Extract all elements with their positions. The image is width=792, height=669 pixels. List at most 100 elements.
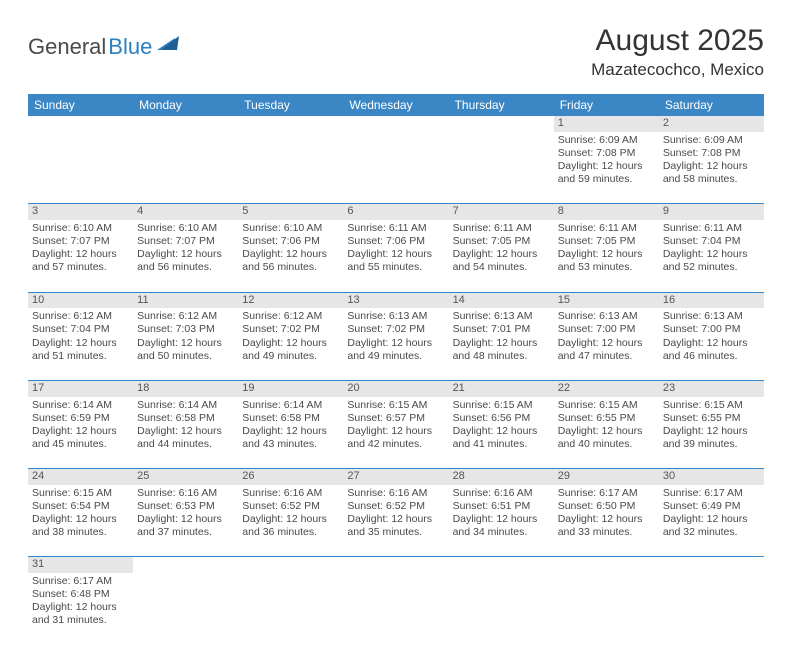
daylight-text: Daylight: 12 hours	[137, 425, 234, 438]
day-number: 2	[659, 116, 764, 132]
day-number: 24	[28, 469, 133, 485]
daylight-text: and 40 minutes.	[558, 438, 655, 451]
info-row: Sunrise: 6:12 AMSunset: 7:04 PMDaylight:…	[28, 308, 764, 380]
day-cell: Sunrise: 6:15 AMSunset: 6:57 PMDaylight:…	[343, 397, 448, 469]
sunset-text: Sunset: 6:58 PM	[137, 412, 234, 425]
daylight-text: Daylight: 12 hours	[558, 160, 655, 173]
day-cell	[659, 573, 764, 645]
day-number	[554, 557, 659, 573]
daylight-text: and 51 minutes.	[32, 350, 129, 363]
daylight-text: Daylight: 12 hours	[347, 513, 444, 526]
sunset-text: Sunset: 6:52 PM	[347, 500, 444, 513]
day-header: Friday	[554, 94, 659, 116]
daylight-text: and 50 minutes.	[137, 350, 234, 363]
day-number: 13	[343, 292, 448, 308]
daylight-text: Daylight: 12 hours	[137, 248, 234, 261]
daylight-text: and 53 minutes.	[558, 261, 655, 274]
day-cell	[28, 132, 133, 204]
daynum-row: 12	[28, 116, 764, 132]
daylight-text: Daylight: 12 hours	[137, 513, 234, 526]
day-cell: Sunrise: 6:09 AMSunset: 7:08 PMDaylight:…	[659, 132, 764, 204]
daylight-text: and 49 minutes.	[242, 350, 339, 363]
daylight-text: and 38 minutes.	[32, 526, 129, 539]
daynum-row: 10111213141516	[28, 292, 764, 308]
sunrise-text: Sunrise: 6:10 AM	[137, 222, 234, 235]
sunrise-text: Sunrise: 6:17 AM	[558, 487, 655, 500]
sunrise-text: Sunrise: 6:14 AM	[32, 399, 129, 412]
day-cell: Sunrise: 6:13 AMSunset: 7:00 PMDaylight:…	[554, 308, 659, 380]
day-number	[343, 557, 448, 573]
sunset-text: Sunset: 6:55 PM	[663, 412, 760, 425]
sunrise-text: Sunrise: 6:16 AM	[242, 487, 339, 500]
sunrise-text: Sunrise: 6:11 AM	[558, 222, 655, 235]
day-cell: Sunrise: 6:11 AMSunset: 7:05 PMDaylight:…	[554, 220, 659, 292]
daylight-text: Daylight: 12 hours	[663, 160, 760, 173]
daylight-text: Daylight: 12 hours	[347, 248, 444, 261]
day-cell: Sunrise: 6:15 AMSunset: 6:55 PMDaylight:…	[554, 397, 659, 469]
sunrise-text: Sunrise: 6:15 AM	[453, 399, 550, 412]
daylight-text: and 46 minutes.	[663, 350, 760, 363]
day-cell	[133, 573, 238, 645]
day-cell: Sunrise: 6:12 AMSunset: 7:03 PMDaylight:…	[133, 308, 238, 380]
daylight-text: and 44 minutes.	[137, 438, 234, 451]
day-number: 19	[238, 380, 343, 396]
daylight-text: Daylight: 12 hours	[663, 248, 760, 261]
daylight-text: Daylight: 12 hours	[663, 425, 760, 438]
daylight-text: and 47 minutes.	[558, 350, 655, 363]
day-number: 10	[28, 292, 133, 308]
info-row: Sunrise: 6:14 AMSunset: 6:59 PMDaylight:…	[28, 397, 764, 469]
sunset-text: Sunset: 7:06 PM	[347, 235, 444, 248]
day-cell	[238, 573, 343, 645]
day-header: Thursday	[449, 94, 554, 116]
day-cell: Sunrise: 6:17 AMSunset: 6:48 PMDaylight:…	[28, 573, 133, 645]
day-cell: Sunrise: 6:12 AMSunset: 7:04 PMDaylight:…	[28, 308, 133, 380]
daylight-text: Daylight: 12 hours	[453, 337, 550, 350]
day-number: 21	[449, 380, 554, 396]
day-cell: Sunrise: 6:16 AMSunset: 6:52 PMDaylight:…	[238, 485, 343, 557]
day-cell: Sunrise: 6:15 AMSunset: 6:56 PMDaylight:…	[449, 397, 554, 469]
sunset-text: Sunset: 7:04 PM	[663, 235, 760, 248]
day-cell: Sunrise: 6:10 AMSunset: 7:07 PMDaylight:…	[28, 220, 133, 292]
daylight-text: Daylight: 12 hours	[242, 337, 339, 350]
sunset-text: Sunset: 6:58 PM	[242, 412, 339, 425]
daylight-text: and 56 minutes.	[137, 261, 234, 274]
daylight-text: and 54 minutes.	[453, 261, 550, 274]
daylight-text: and 48 minutes.	[453, 350, 550, 363]
day-number: 17	[28, 380, 133, 396]
sunrise-text: Sunrise: 6:17 AM	[663, 487, 760, 500]
daylight-text: Daylight: 12 hours	[242, 513, 339, 526]
day-cell	[449, 132, 554, 204]
day-cell: Sunrise: 6:10 AMSunset: 7:06 PMDaylight:…	[238, 220, 343, 292]
day-number	[343, 116, 448, 132]
day-number	[28, 116, 133, 132]
daylight-text: Daylight: 12 hours	[137, 337, 234, 350]
info-row: Sunrise: 6:10 AMSunset: 7:07 PMDaylight:…	[28, 220, 764, 292]
sunset-text: Sunset: 7:08 PM	[663, 147, 760, 160]
sunrise-text: Sunrise: 6:15 AM	[558, 399, 655, 412]
day-number: 5	[238, 204, 343, 220]
day-number: 3	[28, 204, 133, 220]
day-cell: Sunrise: 6:14 AMSunset: 6:58 PMDaylight:…	[238, 397, 343, 469]
sunrise-text: Sunrise: 6:15 AM	[32, 487, 129, 500]
day-cell: Sunrise: 6:15 AMSunset: 6:55 PMDaylight:…	[659, 397, 764, 469]
day-number: 9	[659, 204, 764, 220]
sunrise-text: Sunrise: 6:14 AM	[137, 399, 234, 412]
day-cell: Sunrise: 6:14 AMSunset: 6:58 PMDaylight:…	[133, 397, 238, 469]
daynum-row: 24252627282930	[28, 469, 764, 485]
sunrise-text: Sunrise: 6:14 AM	[242, 399, 339, 412]
day-cell: Sunrise: 6:14 AMSunset: 6:59 PMDaylight:…	[28, 397, 133, 469]
daylight-text: and 55 minutes.	[347, 261, 444, 274]
logo-text-blue: Blue	[108, 34, 152, 60]
sunset-text: Sunset: 7:05 PM	[453, 235, 550, 248]
daylight-text: and 35 minutes.	[347, 526, 444, 539]
day-number: 16	[659, 292, 764, 308]
day-number: 26	[238, 469, 343, 485]
info-row: Sunrise: 6:17 AMSunset: 6:48 PMDaylight:…	[28, 573, 764, 645]
sunset-text: Sunset: 7:02 PM	[242, 323, 339, 336]
day-cell: Sunrise: 6:09 AMSunset: 7:08 PMDaylight:…	[554, 132, 659, 204]
day-cell	[133, 132, 238, 204]
daynum-row: 17181920212223	[28, 380, 764, 396]
day-number: 27	[343, 469, 448, 485]
day-number: 11	[133, 292, 238, 308]
daylight-text: Daylight: 12 hours	[558, 248, 655, 261]
